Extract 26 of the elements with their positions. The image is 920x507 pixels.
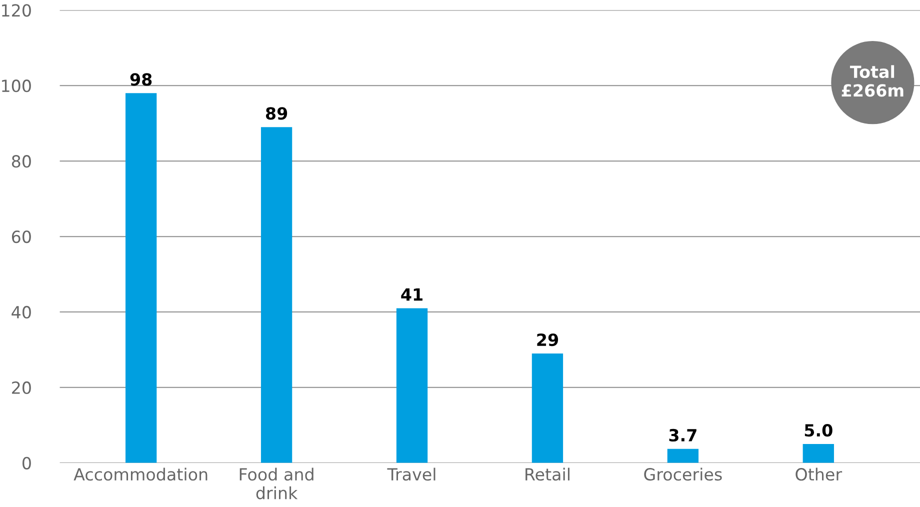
data-label: 3.7: [669, 428, 696, 442]
bar: [260, 127, 292, 463]
x-tick-label: Retail: [526, 468, 570, 481]
data-label: 41: [401, 288, 422, 301]
y-tick-label: 100: [2, 80, 31, 92]
data-label: 98: [130, 73, 152, 86]
bar: [802, 444, 834, 463]
y-tick-label: 120: [2, 4, 31, 17]
bar: [126, 93, 157, 463]
y-tick-label: 80: [12, 155, 31, 168]
x-tick-label: Food and drink: [240, 468, 314, 500]
bar: [532, 353, 564, 463]
y-tick-label: 60: [12, 230, 31, 244]
bar: [667, 448, 699, 463]
x-tick-label: Travel: [387, 468, 436, 481]
x-tick-label: Other: [796, 468, 842, 481]
annotation: Total £266m: [842, 65, 904, 97]
x-tick-label: Accommodation: [74, 468, 208, 481]
y-tick-label: 40: [12, 306, 31, 319]
y-tick-label: 0: [22, 456, 31, 470]
data-label: 89: [266, 107, 288, 120]
data-label: 5.0: [804, 424, 832, 437]
y-tick-label: 20: [12, 381, 31, 394]
x-tick-label: Groceries: [644, 468, 722, 481]
data-label: 29: [537, 333, 558, 346]
bar: [396, 308, 428, 463]
